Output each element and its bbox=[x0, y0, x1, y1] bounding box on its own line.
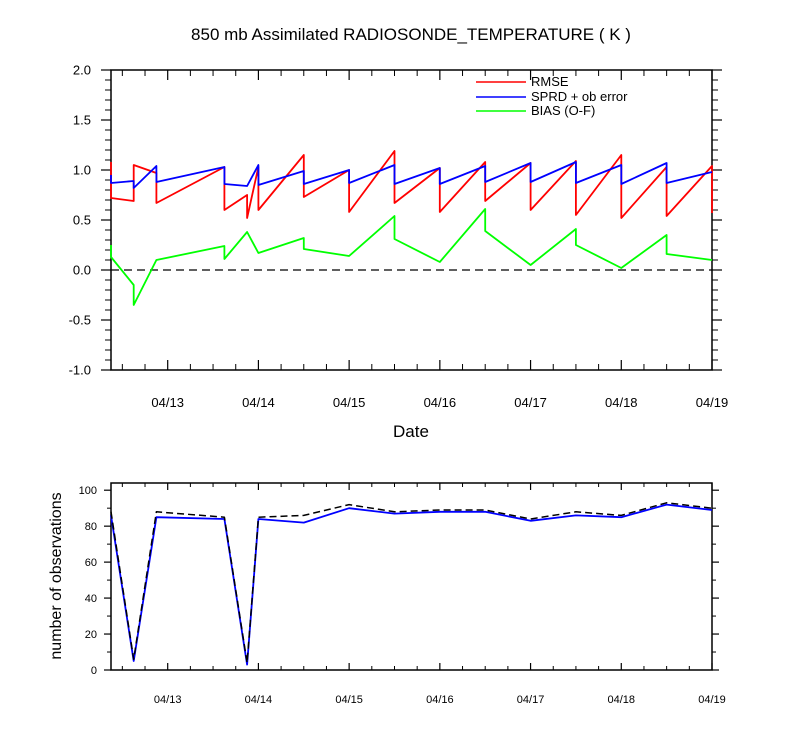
x-tick-label-04-17: 04/17 bbox=[514, 395, 547, 410]
y-tick-label-1-0: -1.0 bbox=[69, 363, 91, 378]
x-tick-label-04-19: 04/19 bbox=[696, 395, 729, 410]
y-tick-label-0: 0 bbox=[91, 665, 97, 677]
y-tick-label-2-0: 2.0 bbox=[73, 63, 91, 78]
x-tick-label-04-13: 04/13 bbox=[154, 694, 182, 706]
x-tick-label-04-14: 04/14 bbox=[245, 694, 273, 706]
x-tick-label-04-19: 04/19 bbox=[698, 694, 726, 706]
y-tick-label-100: 100 bbox=[79, 485, 97, 497]
legend-label-rmse: RMSE bbox=[531, 74, 569, 89]
series-line-bias-o-f bbox=[110, 208, 713, 306]
chart-title: 850 mb Assimilated RADIOSONDE_TEMPERATUR… bbox=[191, 25, 631, 44]
bottom-plot-frame bbox=[110, 482, 713, 671]
top-plot-area: 04/13 04/14 04/15 04/16 04/17 04/18 04/19 -1.0 -… bbox=[69, 63, 729, 410]
series-line-2 bbox=[110, 502, 713, 664]
y-tick-label-60: 60 bbox=[85, 557, 97, 569]
series-line-sprd-ob-error bbox=[110, 161, 713, 189]
y-tick-label-80: 80 bbox=[85, 521, 97, 533]
y-tick-label-1-0: 1.0 bbox=[73, 163, 91, 178]
y-tick-label-0-0: 0.0 bbox=[73, 263, 91, 278]
x-tick-label-04-15: 04/15 bbox=[333, 395, 366, 410]
y-tick-label-1-5: 1.5 bbox=[73, 113, 91, 128]
series-line-rmse bbox=[110, 150, 713, 219]
bottom-plot-area: 04/13 04/14 04/15 04/16 04/17 04/18 04/19 0 20 40… bbox=[79, 483, 726, 706]
x-tick-label-04-16: 04/16 bbox=[424, 395, 457, 410]
legend: RMSE SPRD + ob error BIAS (O-F) bbox=[476, 74, 628, 118]
x-tick-label-04-14: 04/14 bbox=[242, 395, 275, 410]
y-tick-label-40: 40 bbox=[85, 593, 97, 605]
y-tick-label-0-5: -0.5 bbox=[69, 313, 91, 328]
x-tick-label-04-17: 04/17 bbox=[517, 694, 545, 706]
y-tick-label-20: 20 bbox=[85, 629, 97, 641]
top-plot-frame bbox=[110, 69, 713, 371]
legend-label-sprd: SPRD + ob error bbox=[531, 89, 628, 104]
legend-label-bias: BIAS (O-F) bbox=[531, 103, 595, 118]
x-tick-label-04-18: 04/18 bbox=[608, 694, 636, 706]
x-tick-label-04-15: 04/15 bbox=[335, 694, 363, 706]
x-tick-label-04-16: 04/16 bbox=[426, 694, 454, 706]
y-axis-label: number of observations bbox=[48, 492, 65, 659]
series-line-1 bbox=[110, 503, 713, 666]
x-tick-label-04-18: 04/18 bbox=[605, 395, 638, 410]
x-tick-label-04-13: 04/13 bbox=[151, 395, 184, 410]
x-axis-label: Date bbox=[393, 422, 429, 441]
y-tick-label-0-5: 0.5 bbox=[73, 213, 91, 228]
